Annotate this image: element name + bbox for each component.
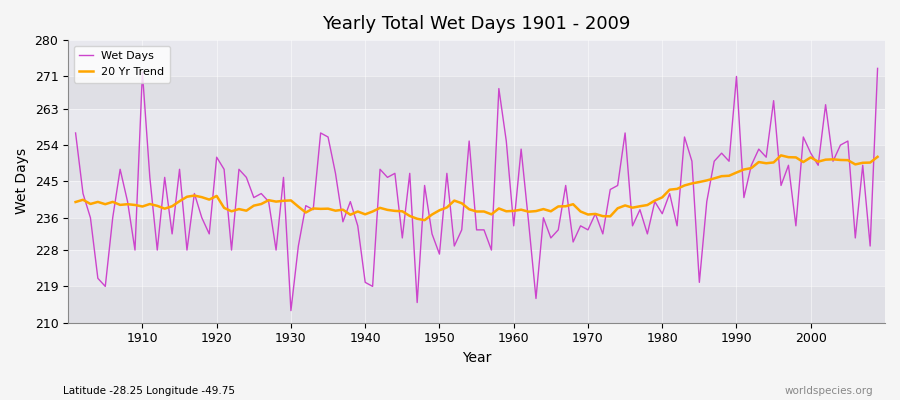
Wet Days xyxy=(872,66,883,71)
Wet Days xyxy=(130,248,140,252)
Title: Yearly Total Wet Days 1901 - 2009: Yearly Total Wet Days 1901 - 2009 xyxy=(322,15,631,33)
Bar xyxy=(68,145,885,182)
20 Yr Trend xyxy=(130,202,140,207)
20 Yr Trend xyxy=(293,204,304,209)
Bar xyxy=(68,250,885,286)
20 Yr Trend xyxy=(70,200,81,204)
20 Yr Trend xyxy=(338,207,348,212)
Wet Days xyxy=(508,224,519,228)
Bar xyxy=(68,109,885,145)
20 Yr Trend xyxy=(516,207,526,212)
Wet Days xyxy=(605,187,616,192)
Wet Days xyxy=(516,147,526,152)
Wet Days xyxy=(345,199,356,204)
Bar xyxy=(68,286,885,323)
Bar xyxy=(68,76,885,109)
Wet Days xyxy=(70,130,81,135)
X-axis label: Year: Year xyxy=(462,351,491,365)
Y-axis label: Wet Days: Wet Days xyxy=(15,148,29,214)
Line: Wet Days: Wet Days xyxy=(76,68,878,311)
Wet Days xyxy=(301,203,311,208)
20 Yr Trend xyxy=(872,154,883,159)
Legend: Wet Days, 20 Yr Trend: Wet Days, 20 Yr Trend xyxy=(74,46,170,82)
20 Yr Trend xyxy=(605,214,616,219)
Bar xyxy=(68,182,885,218)
20 Yr Trend xyxy=(776,153,787,158)
Text: worldspecies.org: worldspecies.org xyxy=(785,386,873,396)
Wet Days xyxy=(285,308,296,313)
Line: 20 Yr Trend: 20 Yr Trend xyxy=(76,155,878,220)
20 Yr Trend xyxy=(419,218,430,222)
20 Yr Trend xyxy=(508,208,519,213)
Bar xyxy=(68,40,885,76)
Text: Latitude -28.25 Longitude -49.75: Latitude -28.25 Longitude -49.75 xyxy=(63,386,235,396)
Bar xyxy=(68,218,885,250)
